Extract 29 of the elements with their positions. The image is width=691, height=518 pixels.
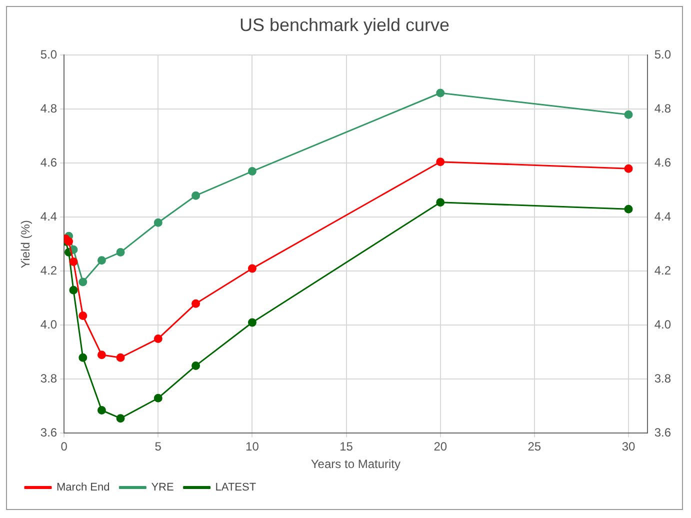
y2-tick-label: 4.2 bbox=[654, 264, 672, 278]
x-tick-label: 0 bbox=[60, 440, 68, 454]
y-tick-label: 4.2 bbox=[40, 264, 58, 278]
x-tick-label: 30 bbox=[622, 440, 636, 454]
y2-tick-label: 4.8 bbox=[654, 102, 672, 116]
y-tick-label: 5.0 bbox=[40, 48, 58, 62]
x-tick-label: 5 bbox=[154, 440, 162, 454]
y-tick-label: 3.8 bbox=[40, 372, 58, 386]
y-tick-label: 4.4 bbox=[40, 210, 58, 224]
x-tick-label: 15 bbox=[340, 440, 354, 454]
x-tick-label: 25 bbox=[528, 440, 542, 454]
x-tick-label: 20 bbox=[434, 440, 448, 454]
y-tick-label: 4.6 bbox=[40, 156, 58, 170]
y-tick-label: 4.0 bbox=[40, 318, 58, 332]
y-tick-label: 4.8 bbox=[40, 102, 58, 116]
legend-label: YRE bbox=[151, 482, 174, 494]
y2-tick-label: 3.8 bbox=[654, 372, 672, 386]
legend-label: March End bbox=[56, 482, 110, 494]
y2-tick-label: 4.6 bbox=[654, 156, 672, 170]
y2-tick-label: 4.0 bbox=[654, 318, 672, 332]
y-tick-label: 3.6 bbox=[40, 426, 58, 440]
chart-title: US benchmark yield curve bbox=[238, 15, 451, 36]
y2-tick-label: 4.4 bbox=[654, 210, 672, 224]
y-axis-title: Yield (%) bbox=[18, 220, 33, 268]
legend-label: LATEST bbox=[215, 482, 256, 494]
x-axis-title: Years to Maturity bbox=[310, 457, 401, 472]
y2-tick-label: 3.6 bbox=[654, 426, 672, 440]
x-tick-label: 10 bbox=[246, 440, 260, 454]
y2-tick-label: 5.0 bbox=[654, 48, 672, 62]
